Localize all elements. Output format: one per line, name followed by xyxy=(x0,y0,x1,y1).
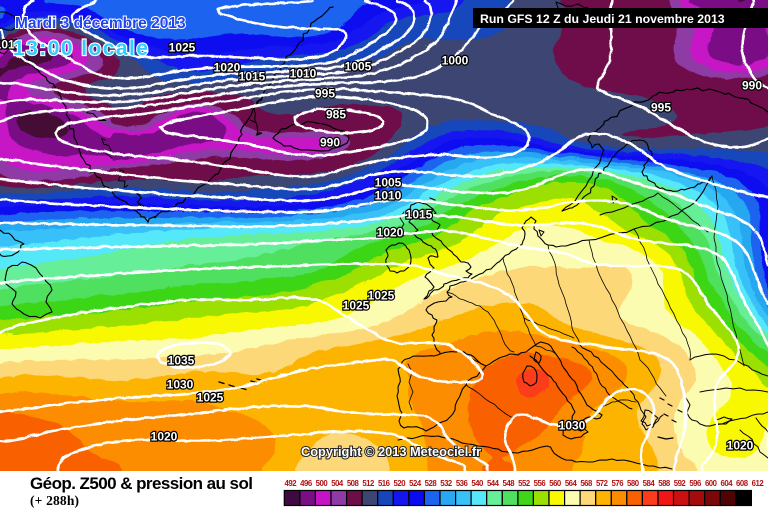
svg-text:544: 544 xyxy=(487,479,500,488)
svg-text:Run GFS 12 Z du Jeudi 21 novem: Run GFS 12 Z du Jeudi 21 novembre 2013 xyxy=(480,12,725,26)
svg-text:496: 496 xyxy=(300,479,313,488)
svg-text:612: 612 xyxy=(752,479,765,488)
svg-text:572: 572 xyxy=(596,479,609,488)
svg-text:990: 990 xyxy=(320,136,340,150)
svg-text:604: 604 xyxy=(721,479,734,488)
svg-text:508: 508 xyxy=(347,479,360,488)
svg-text:995: 995 xyxy=(315,87,335,101)
svg-text:600: 600 xyxy=(705,479,718,488)
svg-text:556: 556 xyxy=(534,479,547,488)
svg-text:Géop. Z500 & pression au sol: Géop. Z500 & pression au sol xyxy=(30,474,253,493)
svg-text:564: 564 xyxy=(565,479,578,488)
svg-text:1015: 1015 xyxy=(0,38,22,52)
svg-text:990: 990 xyxy=(742,79,762,93)
svg-text:1025: 1025 xyxy=(368,289,395,303)
svg-text:1025: 1025 xyxy=(169,41,196,55)
svg-text:13:00 locale: 13:00 locale xyxy=(13,37,148,60)
svg-text:532: 532 xyxy=(440,479,453,488)
svg-text:524: 524 xyxy=(409,479,422,488)
svg-text:512: 512 xyxy=(362,479,375,488)
svg-text:1030: 1030 xyxy=(559,419,586,433)
svg-text:1030: 1030 xyxy=(167,378,194,392)
svg-text:1010: 1010 xyxy=(375,189,402,203)
svg-text:500: 500 xyxy=(316,479,329,488)
svg-text:560: 560 xyxy=(549,479,562,488)
svg-text:1020: 1020 xyxy=(727,439,754,453)
svg-text:608: 608 xyxy=(736,479,749,488)
svg-text:1010: 1010 xyxy=(290,67,317,81)
svg-text:540: 540 xyxy=(471,479,484,488)
svg-text:548: 548 xyxy=(503,479,516,488)
svg-text:536: 536 xyxy=(456,479,469,488)
svg-text:492: 492 xyxy=(285,479,298,488)
svg-text:1015: 1015 xyxy=(406,208,433,222)
svg-text:568: 568 xyxy=(580,479,593,488)
svg-text:1015: 1015 xyxy=(239,70,266,84)
svg-text:592: 592 xyxy=(674,479,687,488)
svg-text:995: 995 xyxy=(651,101,671,115)
svg-text:596: 596 xyxy=(689,479,702,488)
svg-text:1025: 1025 xyxy=(343,299,370,313)
svg-text:504: 504 xyxy=(331,479,344,488)
svg-text:552: 552 xyxy=(518,479,531,488)
svg-text:1005: 1005 xyxy=(345,60,372,74)
svg-text:584: 584 xyxy=(643,479,656,488)
svg-text:528: 528 xyxy=(425,479,438,488)
svg-text:1020: 1020 xyxy=(214,61,241,75)
svg-text:1005: 1005 xyxy=(375,176,402,190)
svg-text:1020: 1020 xyxy=(151,430,178,444)
svg-text:Copyright © 2013 Meteociel.fr: Copyright © 2013 Meteociel.fr xyxy=(301,444,481,459)
svg-text:985: 985 xyxy=(326,108,346,122)
svg-text:576: 576 xyxy=(612,479,625,488)
svg-text:588: 588 xyxy=(658,479,671,488)
svg-text:1020: 1020 xyxy=(377,226,404,240)
svg-text:580: 580 xyxy=(627,479,640,488)
svg-text:1025: 1025 xyxy=(197,391,224,405)
svg-text:520: 520 xyxy=(394,479,407,488)
svg-text:1035: 1035 xyxy=(168,354,195,368)
svg-text:516: 516 xyxy=(378,479,391,488)
svg-text:(+ 288h): (+ 288h) xyxy=(30,493,79,508)
svg-text:1000: 1000 xyxy=(442,54,469,68)
svg-text:Mardi 3 décembre 2013: Mardi 3 décembre 2013 xyxy=(15,15,186,32)
